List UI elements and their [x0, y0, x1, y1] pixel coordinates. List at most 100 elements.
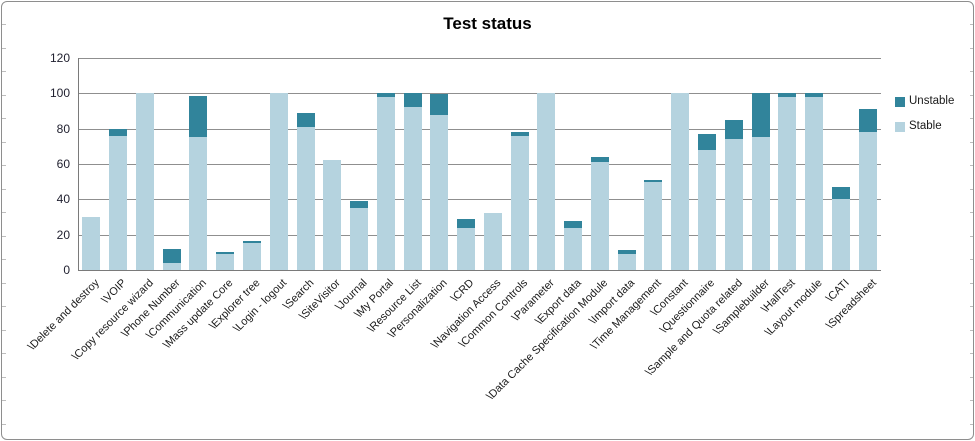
bar-stable-segment	[350, 208, 368, 270]
worksheet-row-tick	[970, 165, 973, 166]
bar-stable-segment	[778, 97, 796, 270]
y-axis-tick-label: 100	[49, 86, 70, 100]
worksheet-row-tick	[2, 71, 6, 72]
worksheet-row-tick	[2, 353, 6, 354]
bar-unstable-segment	[377, 93, 395, 97]
y-axis-tick-label: 40	[56, 192, 70, 206]
chart-title: Test status	[443, 14, 532, 33]
bar-unstable-segment	[350, 201, 368, 208]
worksheet-row-tick	[970, 142, 973, 143]
bar-stable-segment	[805, 97, 823, 270]
bar-stable-segment	[618, 254, 636, 270]
y-gridline	[78, 129, 881, 130]
worksheet-row-tick	[2, 424, 6, 425]
worksheet-row-tick	[970, 189, 973, 190]
worksheet-row-tick	[970, 283, 973, 284]
bar-stable-segment	[136, 93, 154, 270]
y-gridline	[78, 164, 881, 165]
bar-unstable-segment	[698, 134, 716, 150]
worksheet-row-tick	[970, 424, 973, 425]
worksheet-row-tick	[970, 95, 973, 96]
worksheet-row-tick	[2, 142, 6, 143]
y-axis-tick-label: 0	[63, 263, 70, 277]
y-axis-tick-label: 60	[56, 157, 70, 171]
bar-unstable-segment	[216, 252, 234, 254]
bar-unstable-segment	[109, 129, 127, 136]
bar-unstable-segment	[430, 94, 448, 115]
legend-swatch-stable-icon	[895, 121, 905, 132]
bar-unstable-segment	[591, 157, 609, 162]
worksheet-row-tick	[970, 212, 973, 213]
legend-label-stable: Stable	[909, 120, 942, 132]
bar-stable-segment	[163, 263, 181, 270]
bar-unstable-segment	[752, 93, 770, 137]
y-axis-tick-label: 120	[49, 51, 70, 65]
bar-stable-segment	[109, 136, 127, 270]
worksheet-row-tick	[970, 71, 973, 72]
bar-stable-segment	[671, 93, 689, 270]
bar-unstable-segment	[778, 93, 796, 97]
bar-stable-segment	[537, 93, 555, 270]
bar-stable-segment	[82, 217, 100, 270]
y-gridline	[78, 93, 881, 94]
worksheet-row-tick	[2, 377, 6, 378]
worksheet-row-tick	[970, 48, 973, 49]
bar-stable-segment	[377, 97, 395, 270]
bar-stable-segment	[859, 132, 877, 270]
y-axis-tick-label: 20	[56, 228, 70, 242]
worksheet-row-tick	[2, 95, 6, 96]
worksheet-row-tick	[970, 24, 973, 25]
bar-stable-segment	[752, 137, 770, 270]
worksheet-row-tick	[970, 353, 973, 354]
bar-stable-segment	[216, 254, 234, 270]
y-gridline	[78, 199, 881, 200]
bar-stable-segment	[430, 115, 448, 270]
bar-stable-segment	[484, 213, 502, 270]
legend-label-unstable: Unstable	[909, 95, 955, 107]
bar-unstable-segment	[189, 96, 207, 137]
legend-swatch-unstable-icon	[895, 96, 905, 107]
bar-stable-segment	[832, 199, 850, 270]
bar-stable-segment	[457, 228, 475, 270]
bar-unstable-segment	[243, 241, 261, 243]
worksheet-row-tick	[970, 330, 973, 331]
bar-stable-segment	[698, 150, 716, 270]
worksheet-row-tick	[2, 165, 6, 166]
bar-unstable-segment	[644, 180, 662, 182]
worksheet-row-tick	[970, 118, 973, 119]
worksheet-row-tick	[2, 212, 6, 213]
bar-stable-segment	[644, 182, 662, 270]
bar-unstable-segment	[457, 219, 475, 228]
bar-stable-segment	[243, 243, 261, 270]
worksheet-row-tick	[2, 259, 6, 260]
worksheet-row-tick	[2, 118, 6, 119]
bar-unstable-segment	[564, 221, 582, 228]
bar-stable-segment	[270, 93, 288, 270]
worksheet-row-tick	[2, 330, 6, 331]
bar-stable-segment	[511, 136, 529, 270]
legend-item-unstable: Unstable	[895, 95, 955, 107]
bar-stable-segment	[323, 160, 341, 270]
bar-stable-segment	[564, 228, 582, 270]
worksheet-row-tick	[2, 400, 6, 401]
bar-unstable-segment	[404, 93, 422, 107]
bar-stable-segment	[725, 139, 743, 270]
worksheet-row-tick	[2, 306, 6, 307]
y-axis-line	[78, 58, 79, 271]
worksheet-row-tick	[2, 236, 6, 237]
chart-legend: Unstable Stable	[895, 95, 955, 132]
bar-unstable-segment	[297, 113, 315, 127]
bar-unstable-segment	[725, 120, 743, 139]
worksheet-row-tick	[970, 306, 973, 307]
bar-stable-segment	[404, 107, 422, 270]
worksheet-row-tick	[970, 400, 973, 401]
bar-unstable-segment	[805, 93, 823, 97]
worksheet-row-tick	[2, 24, 6, 25]
bar-unstable-segment	[832, 187, 850, 199]
x-axis-line	[78, 270, 881, 271]
y-axis-tick-label: 80	[56, 122, 70, 136]
y-gridline	[78, 235, 881, 236]
bar-unstable-segment	[618, 250, 636, 254]
worksheet-row-tick	[2, 189, 6, 190]
